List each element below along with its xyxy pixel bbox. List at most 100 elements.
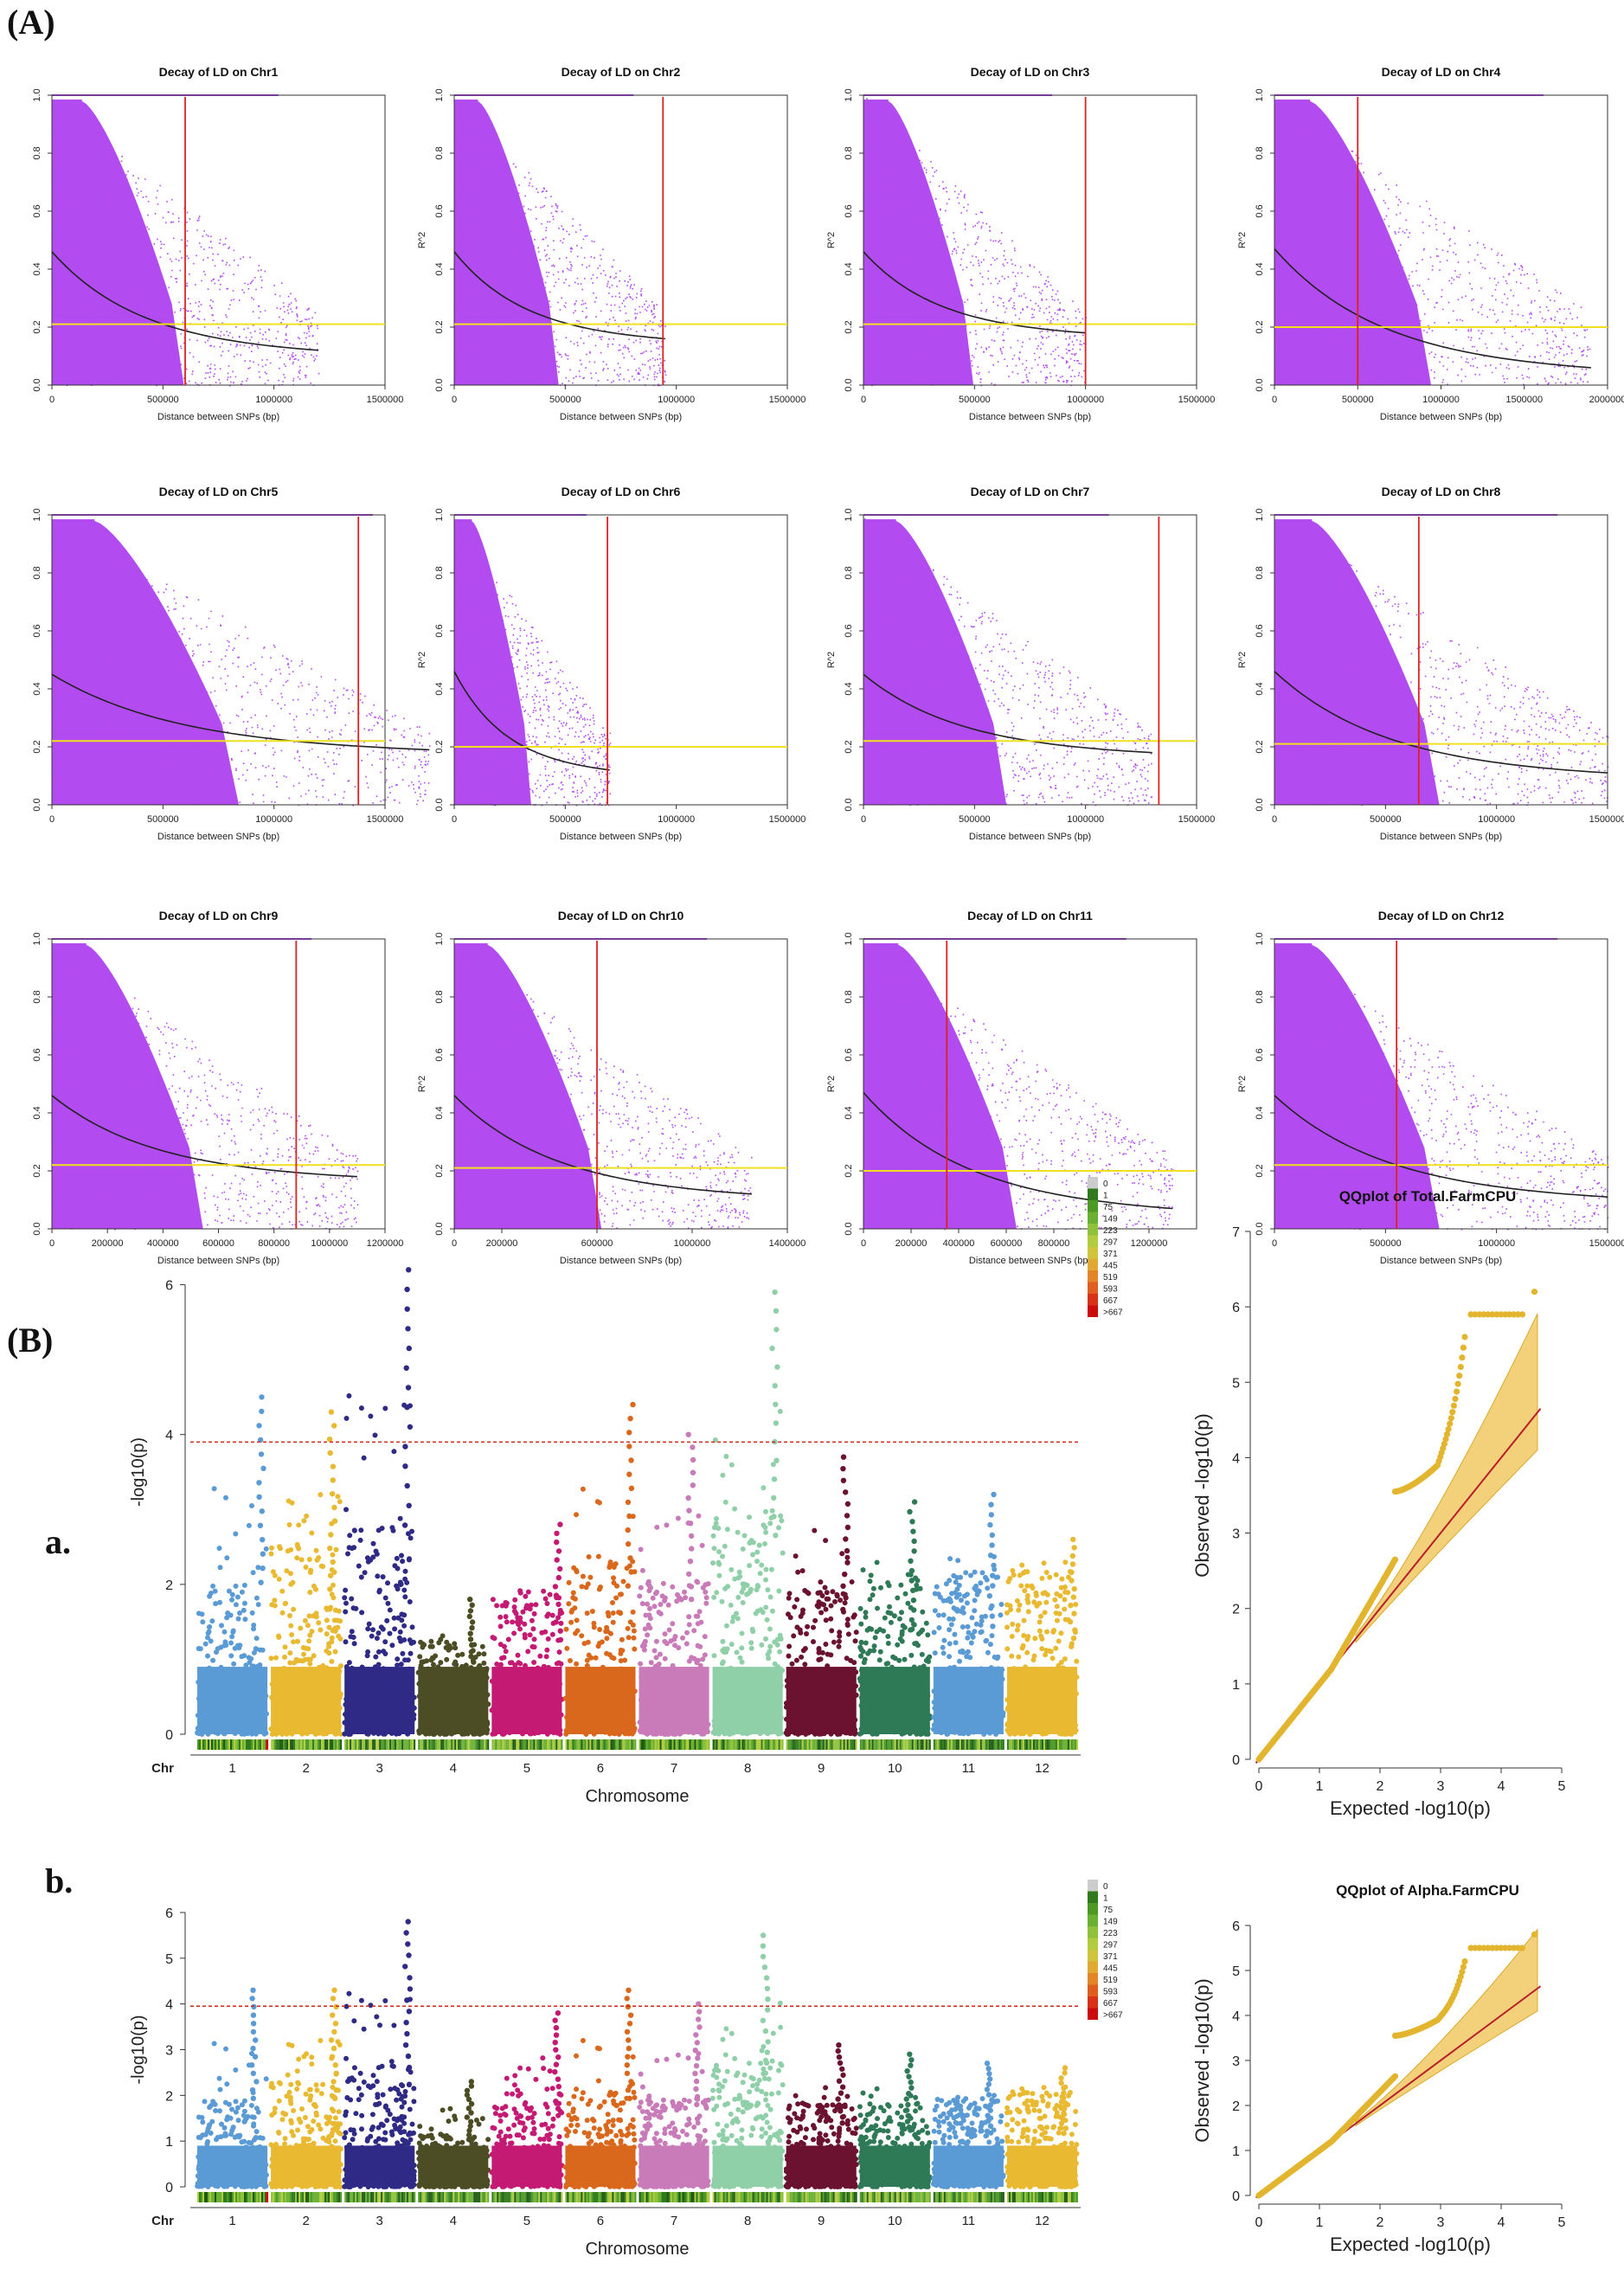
manhattan-total-density-stripe bbox=[209, 1739, 211, 1750]
manhattan-total-density-stripe bbox=[376, 1739, 378, 1750]
qq-total-ytick-label: 1 bbox=[1232, 1678, 1240, 1693]
manhattan-alpha-density-stripe bbox=[733, 2192, 735, 2202]
manhattan-alpha-density-stripe bbox=[509, 2192, 511, 2202]
manhattan-total-density-stripe bbox=[487, 1739, 490, 1750]
manhattan-total-density-stripe bbox=[565, 1739, 568, 1750]
manhattan-alpha-density-stripe bbox=[969, 2192, 972, 2202]
manhattan-total-density-stripe bbox=[363, 1739, 366, 1750]
manhattan-total-density-stripe bbox=[197, 1739, 199, 1750]
manhattan-alpha-density-stripe bbox=[1037, 2192, 1040, 2202]
manhattan-alpha-density-stripe bbox=[1046, 2192, 1049, 2202]
manhattan-alpha-density-stripe bbox=[743, 2192, 746, 2202]
manhattan-total-density-stripe bbox=[340, 1739, 343, 1750]
manhattan-alpha-density-stripe bbox=[584, 2192, 587, 2202]
manhattan-alpha-density-stripe bbox=[335, 2192, 337, 2202]
manhattan-total-density-stripe bbox=[864, 1739, 867, 1750]
manhattan-total-density-stripe bbox=[297, 1739, 299, 1750]
manhattan-alpha-density-stripe bbox=[593, 2192, 595, 2202]
manhattan-alpha-density-stripe bbox=[832, 2192, 835, 2202]
manhattan-total-density-stripe bbox=[223, 1739, 225, 1750]
manhattan-alpha-density-stripe bbox=[263, 2192, 265, 2202]
manhattan-total-density-stripe bbox=[690, 1739, 693, 1750]
manhattan-total-density-stripe bbox=[401, 1739, 404, 1750]
manhattan-total-density-stripe bbox=[1072, 1739, 1075, 1750]
manhattan-alpha-density-stripe bbox=[754, 2192, 756, 2202]
manhattan-total-density-stripe bbox=[311, 1739, 313, 1750]
manhattan-alpha-density-stripe bbox=[992, 2192, 994, 2202]
manhattan-alpha-legend-swatch bbox=[1088, 1973, 1098, 1985]
manhattan-total-density-stripe bbox=[369, 1739, 371, 1750]
manhattan-alpha-density-stripe bbox=[675, 2192, 677, 2202]
manhattan-alpha-density-stripe bbox=[242, 2192, 244, 2202]
manhattan-total-density-stripe bbox=[677, 1739, 679, 1750]
manhattan-total-density-stripe bbox=[1043, 1739, 1045, 1750]
manhattan-total-xlabel: Chromosome bbox=[585, 1787, 689, 1806]
ld-chr3-xlabel: Distance between SNPs (bp) bbox=[969, 412, 1091, 422]
manhattan-alpha-density-stripe bbox=[487, 2192, 490, 2202]
manhattan-total-density-stripe bbox=[321, 1739, 324, 1750]
manhattan-total-density-stripe bbox=[664, 1739, 667, 1750]
ld-chr9-decay-curve bbox=[51, 1095, 357, 1178]
manhattan-alpha-density-stripe bbox=[346, 2192, 349, 2202]
manhattan-total-density-stripe bbox=[432, 1739, 434, 1750]
manhattan-total-density-stripe bbox=[959, 1739, 961, 1750]
manhattan-alpha-legend-swatch bbox=[1088, 1938, 1098, 1950]
manhattan-total-chr-tick-label-10: 10 bbox=[888, 1761, 902, 1776]
ld-chr6-decay-curve bbox=[453, 671, 610, 771]
manhattan-total-density-stripe bbox=[1032, 1739, 1035, 1750]
manhattan-total-density-stripe bbox=[414, 1739, 416, 1750]
manhattan-total-density-stripe bbox=[1027, 1739, 1030, 1750]
manhattan-total-density-stripe bbox=[507, 1739, 510, 1750]
manhattan-total-density-stripe bbox=[1041, 1739, 1043, 1750]
manhattan-total-density-stripe bbox=[962, 1739, 965, 1750]
manhattan-alpha-density-stripe bbox=[331, 2192, 334, 2202]
manhattan-alpha-density-stripe bbox=[959, 2192, 961, 2202]
manhattan-total-density-stripe bbox=[463, 1739, 465, 1750]
manhattan-total-density-stripe bbox=[1008, 1739, 1011, 1750]
manhattan-alpha-density-stripe bbox=[943, 2192, 946, 2202]
ld-chr12-xtick-label: 0 bbox=[1272, 1238, 1277, 1249]
ld-chr11-ytick-label: 0.2 bbox=[844, 1164, 854, 1177]
ld-chr6-ytick-label: 0.2 bbox=[434, 740, 445, 753]
ld-chr6-ytick-label: 1.0 bbox=[434, 508, 445, 521]
manhattan-alpha-density-stripe bbox=[762, 2192, 765, 2202]
manhattan-alpha-density-stripe bbox=[640, 2192, 643, 2202]
manhattan-alpha-density-stripe bbox=[789, 2192, 792, 2202]
ld-chr11-xtick-label: 800000 bbox=[1038, 1238, 1070, 1249]
manhattan-alpha-density-stripe bbox=[822, 2192, 825, 2202]
manhattan-alpha-density-stripe bbox=[871, 2192, 874, 2202]
ld-chr8-title: Decay of LD on Chr8 bbox=[1382, 485, 1501, 498]
manhattan-total-chr8-points bbox=[710, 1289, 786, 1737]
manhattan-alpha-density-stripe bbox=[624, 2192, 626, 2202]
manhattan-total-legend-swatch bbox=[1088, 1188, 1098, 1200]
manhattan-total-density-stripe bbox=[319, 1739, 322, 1750]
manhattan-alpha-density-stripe bbox=[407, 2192, 409, 2202]
manhattan-total-density-stripe bbox=[719, 1739, 722, 1750]
ld-chr11-xtick-label: 400000 bbox=[943, 1238, 975, 1249]
manhattan-total-density-stripe bbox=[651, 1739, 653, 1750]
manhattan-alpha-density-stripe bbox=[254, 2192, 256, 2202]
manhattan-total-density-stripe bbox=[976, 1739, 979, 1750]
manhattan-total-density-stripe bbox=[794, 1739, 797, 1750]
manhattan-total-density-stripe bbox=[598, 1739, 600, 1750]
ld-chr4-ytick-label: 1.0 bbox=[1255, 88, 1265, 101]
manhattan-total-density-stripe bbox=[234, 1739, 235, 1750]
ld-chr12-xtick-label: 1500000 bbox=[1589, 1238, 1624, 1249]
ld-chr1-xtick-label: 0 bbox=[49, 395, 55, 405]
manhattan-total-density-stripe bbox=[706, 1739, 709, 1750]
ld-chr4-points bbox=[1274, 100, 1591, 386]
manhattan-alpha-density-stripe bbox=[708, 2192, 710, 2202]
ld-chr7-ytick-label: 0.0 bbox=[844, 798, 854, 811]
manhattan-alpha-density-stripe bbox=[974, 2192, 977, 2202]
manhattan-total-chr-tick-label-4: 4 bbox=[450, 1761, 457, 1776]
manhattan-total-density-stripe bbox=[943, 1739, 946, 1750]
manhattan-total-density-stripe bbox=[555, 1739, 558, 1750]
manhattan-total-density-stripe bbox=[600, 1739, 602, 1750]
manhattan-total-density-stripe bbox=[745, 1739, 748, 1750]
manhattan-alpha-density-stripe bbox=[889, 2192, 891, 2202]
ld-chr7-ytick-label: 0.2 bbox=[844, 740, 854, 753]
manhattan-alpha-density-stripe bbox=[309, 2192, 311, 2202]
manhattan-alpha-density-stripe bbox=[945, 2192, 947, 2202]
manhattan-total-density-stripe bbox=[285, 1739, 287, 1750]
